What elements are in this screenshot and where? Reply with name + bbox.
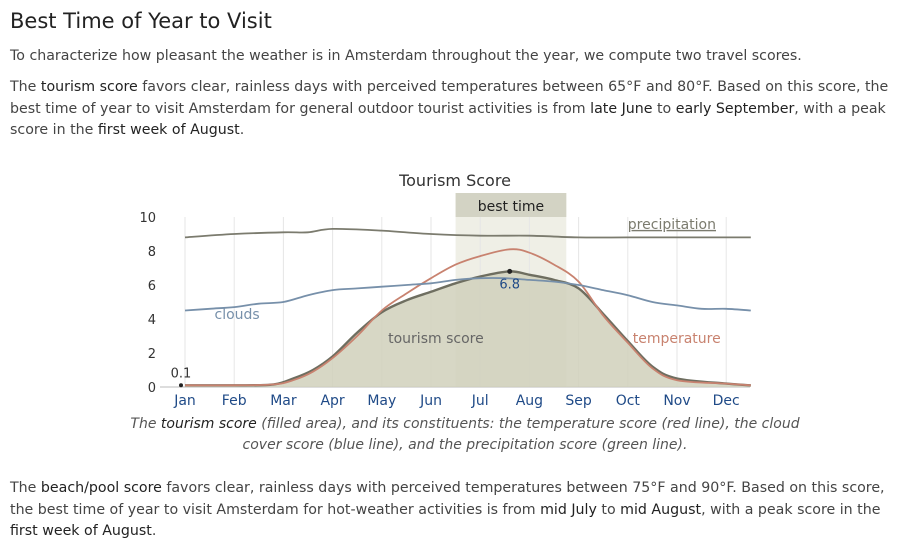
beach-paragraph: The beach/pool score favors clear, rainl… <box>10 478 895 543</box>
temperature-line <box>184 248 751 387</box>
y-tick-4: 4 <box>148 313 156 328</box>
tourism-end: early September <box>675 100 795 117</box>
min-value-label: 0.1 <box>171 366 192 381</box>
beach-end: mid August <box>620 501 702 518</box>
intro-paragraph: To characterize how pleasant the weather… <box>10 48 802 64</box>
y-tick-6: 6 <box>148 279 156 294</box>
x-tick-dec: Dec <box>713 393 740 409</box>
section-heading: Best Time of Year to Visit <box>10 9 272 33</box>
x-tick-oct: Oct <box>616 393 641 409</box>
beach-score-term: beach/pool score <box>40 480 162 496</box>
x-tick-feb: Feb <box>222 393 247 409</box>
x-tick-mar: Mar <box>270 393 297 409</box>
x-tick-jan: Jan <box>173 393 196 409</box>
tourism-paragraph: The tourism score favors clear, rainless… <box>10 77 895 142</box>
peak-value-label: 6.8 <box>499 277 520 292</box>
tourism-text-3: to <box>652 100 676 117</box>
x-tick-apr: Apr <box>320 393 344 409</box>
tourism-text-5: . <box>239 122 245 138</box>
best-time-header <box>455 193 567 217</box>
beach-text-4: , with a peak score in the <box>701 501 881 518</box>
x-tick-aug: Aug <box>516 393 543 409</box>
beach-text-3: to <box>596 501 621 518</box>
clouds-line <box>184 277 751 312</box>
precipitation-line <box>184 227 751 239</box>
tourism-text-2: favors clear, rainless days with perceiv… <box>10 79 889 117</box>
tourism-text-1: The <box>10 79 41 95</box>
tourism-score-term: tourism score <box>40 79 138 95</box>
chart-caption: The tourism score (filled area), and its… <box>120 414 810 456</box>
min-marker <box>179 383 183 388</box>
best-time-label: best time <box>478 199 544 215</box>
caption-text-2: (filled area), and its constituents: the… <box>242 416 800 453</box>
tourism-score-label: tourism score <box>388 331 484 347</box>
chart-title: Tourism Score <box>398 171 511 190</box>
tourism-text-4: , with a peak score in the <box>10 100 886 139</box>
caption-text-1: The <box>130 416 161 432</box>
y-tick-0: 0 <box>148 381 156 396</box>
y-tick-8: 8 <box>148 245 156 260</box>
y-tick-2: 2 <box>148 347 156 362</box>
temperature-label: temperature <box>633 331 721 347</box>
beach-text-5: . <box>151 523 157 539</box>
peak-marker <box>507 268 513 274</box>
tourism-start: late June <box>590 100 653 117</box>
x-tick-jun: Jun <box>419 393 442 409</box>
caption-tourism-term: tourism score <box>160 416 257 432</box>
x-tick-sep: Sep <box>565 393 592 409</box>
beach-start: mid July <box>540 501 597 518</box>
beach-peak: first week of August <box>10 523 152 539</box>
y-tick-10: 10 <box>139 211 156 226</box>
beach-text-1: The <box>10 480 41 496</box>
beach-text-2: favors clear, rainless days with perceiv… <box>10 480 885 518</box>
x-tick-nov: Nov <box>663 393 690 409</box>
tourism-score-chart: best time Tourism Score 0 2 4 6 8 10 Jan Feb Mar Ap… <box>139 171 751 409</box>
tourism-peak: first week of August <box>97 122 240 138</box>
x-tick-may: May <box>367 393 396 409</box>
clouds-label: clouds <box>215 307 260 323</box>
x-tick-jul: Jul <box>471 393 489 409</box>
precipitation-label: precipitation <box>628 217 716 233</box>
tourism-score-area <box>185 271 751 387</box>
